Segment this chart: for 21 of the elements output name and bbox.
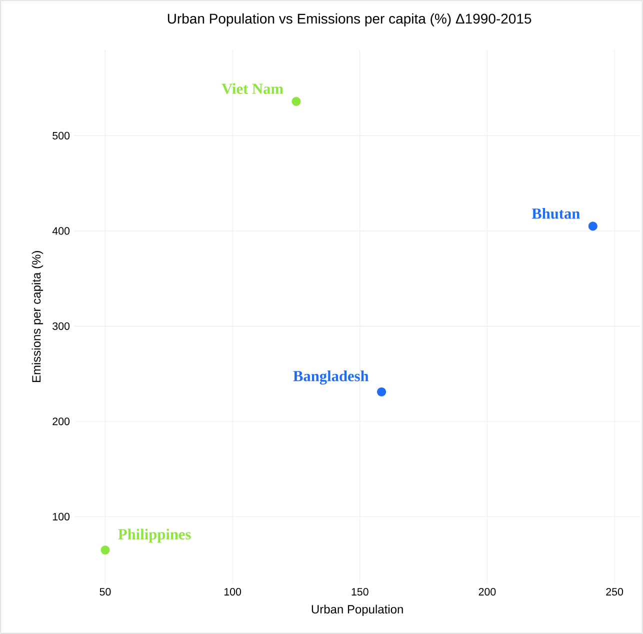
- point: [292, 96, 301, 106]
- x-tick-label: 50: [100, 588, 111, 596]
- x-axis-title: Urban Population: [312, 604, 403, 616]
- point: [588, 222, 598, 231]
- y-tick-label: 400: [52, 227, 70, 235]
- annotation: Philippines: [118, 528, 191, 543]
- y-tick-label: 200: [52, 418, 70, 426]
- x-tick-label: 100: [224, 588, 242, 596]
- chart-title: Urban Population vs Emissions per capita (%) Δ1990-2015: [168, 13, 532, 26]
- annotation: Bangladesh: [293, 370, 369, 385]
- y-axis-title: Emissions per capita (%): [32, 251, 44, 382]
- point: [100, 545, 110, 555]
- annotation: Viet Nam: [222, 83, 284, 94]
- x-tick-label: 250: [606, 588, 624, 596]
- x-tick-label: 200: [478, 588, 496, 596]
- x-tick-label: 150: [352, 588, 368, 596]
- y-tick-label: 100: [52, 512, 70, 520]
- y-tick-label: 300: [52, 322, 70, 330]
- annotation: Bhutan: [532, 208, 580, 219]
- y-tick-label: 500: [52, 132, 70, 140]
- point: [376, 387, 386, 396]
